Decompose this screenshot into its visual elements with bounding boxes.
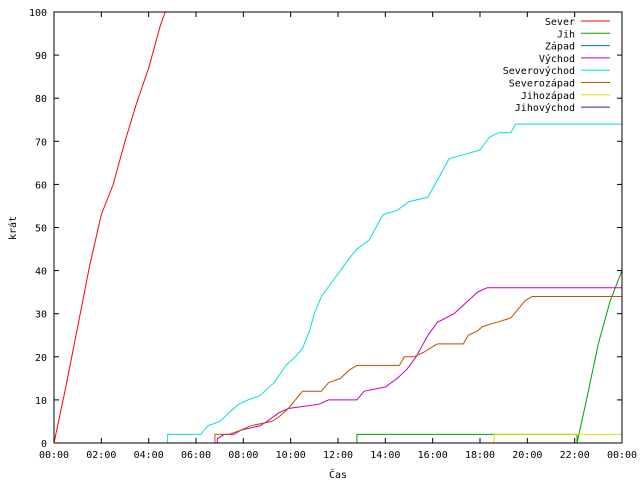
x-tick-label-12: 00:00 [607,450,637,461]
x-tick-label-7: 14:00 [370,450,400,461]
legend-label-7: Jihovýchod [515,102,575,114]
legend-label-0: Sever [545,17,575,28]
y-tick-label-2: 20 [35,353,47,364]
x-tick-label-10: 20:00 [512,450,542,461]
y-tick-label-5: 50 [35,224,47,235]
legend-label-1: Jih [557,29,575,40]
x-tick-label-5: 10:00 [276,450,306,461]
series-line-6 [493,433,622,443]
legend: SeverJihZápadVýchodSeverovýchodSeverozáp… [503,17,610,114]
y-tick-label-10: 100 [29,8,47,19]
x-tick-label-9: 18:00 [465,450,495,461]
series-line-4 [167,123,622,443]
legend-label-3: Východ [539,53,575,65]
y-tick-label-3: 30 [35,310,47,321]
y-tick-label-6: 60 [35,180,47,191]
x-tick-label-6: 12:00 [323,450,353,461]
legend-label-4: Severovýchod [503,65,575,77]
legend-label-2: Západ [545,41,575,53]
series-line-3 [216,287,622,443]
y-tick-label-1: 10 [35,396,47,407]
x-tick-label-0: 00:00 [39,450,69,461]
series-line-1 [356,270,623,444]
x-tick-label-2: 04:00 [134,450,164,461]
x-axis-label: Čas [329,468,347,480]
y-axis-label: krát [7,216,19,240]
x-tick-label-1: 02:00 [86,450,116,461]
y-tick-label-8: 80 [35,94,47,105]
y-tick-label-4: 40 [35,267,47,278]
series-line-0 [53,11,166,444]
y-tick-label-9: 90 [35,51,47,62]
x-tick-label-11: 22:00 [560,450,590,461]
x-tick-label-3: 06:00 [181,450,211,461]
x-tick-label-4: 08:00 [228,450,258,461]
series-line-5 [214,296,622,443]
x-tick-label-8: 16:00 [418,450,448,461]
legend-label-6: Jihozápad [521,90,575,102]
y-tick-label-7: 70 [35,137,47,148]
y-tick-label-0: 0 [41,439,47,450]
legend-label-5: Severozápad [509,78,575,90]
ticks-layer: 0 10 20 30 40 50 60 70 80 90 100 00:00 02:00 04:00 06:… [29,8,637,461]
